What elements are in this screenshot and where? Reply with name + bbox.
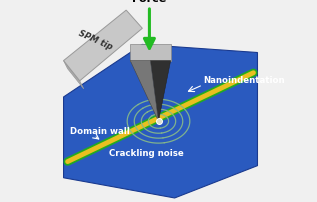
Polygon shape — [64, 10, 142, 81]
Polygon shape — [130, 61, 158, 121]
Text: Domain wall: Domain wall — [70, 127, 129, 136]
Text: Nanoindentation: Nanoindentation — [203, 76, 285, 85]
Text: SPM tip: SPM tip — [77, 29, 114, 52]
Polygon shape — [64, 61, 84, 89]
Polygon shape — [64, 44, 257, 198]
Text: Crackling noise: Crackling noise — [109, 149, 184, 158]
Text: Force: Force — [132, 0, 166, 4]
Polygon shape — [130, 44, 171, 61]
Polygon shape — [151, 61, 171, 121]
